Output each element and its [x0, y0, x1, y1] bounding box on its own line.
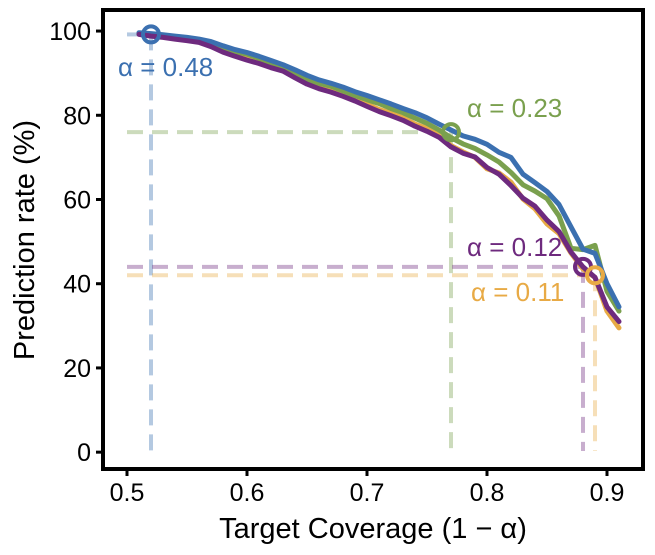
reference-guides: [127, 32, 597, 451]
x-tick-label: 0.7: [350, 479, 385, 507]
plot-frame: [101, 8, 645, 471]
highlight-marker-3: [585, 265, 605, 286]
alpha-annotation-2: α = 0.12: [467, 232, 562, 262]
series-line-2: [136, 30, 622, 310]
x-tick-label: 0.9: [590, 479, 625, 507]
series-lines: [136, 30, 622, 331]
highlight-markers: [141, 24, 605, 286]
alpha-annotation-0: α = 0.48: [118, 52, 213, 82]
series-line-3: [136, 31, 622, 325]
x-tick-label: 0.8: [470, 479, 505, 507]
x-tick-label: 0.6: [230, 479, 265, 507]
highlight-marker-1: [441, 122, 461, 143]
x-axis-title: Target Coverage (1 − α): [219, 513, 527, 545]
y-tick-label: 0: [77, 439, 91, 467]
alpha-annotation-1: α = 0.23: [467, 93, 562, 123]
x-tick-label: 0.5: [110, 479, 145, 507]
x-axis-ticks: 0.5 0.6 0.7 0.8 0.9: [110, 469, 625, 507]
y-tick-label: 40: [63, 271, 91, 299]
y-tick-label: 20: [63, 355, 91, 383]
y-tick-label: 80: [63, 102, 91, 130]
y-tick-label: 60: [63, 186, 91, 214]
y-axis-title: Prediction rate (%): [9, 120, 41, 360]
y-tick-label: 100: [49, 18, 91, 46]
y-axis-ticks: 0 20 40 60 80 100: [49, 18, 103, 467]
alpha-annotation-3: α = 0.11: [471, 277, 564, 307]
alpha-annotations: α = 0.48 α = 0.23 α = 0.12 α = 0.11: [118, 52, 564, 307]
highlight-marker-0: [141, 24, 161, 45]
